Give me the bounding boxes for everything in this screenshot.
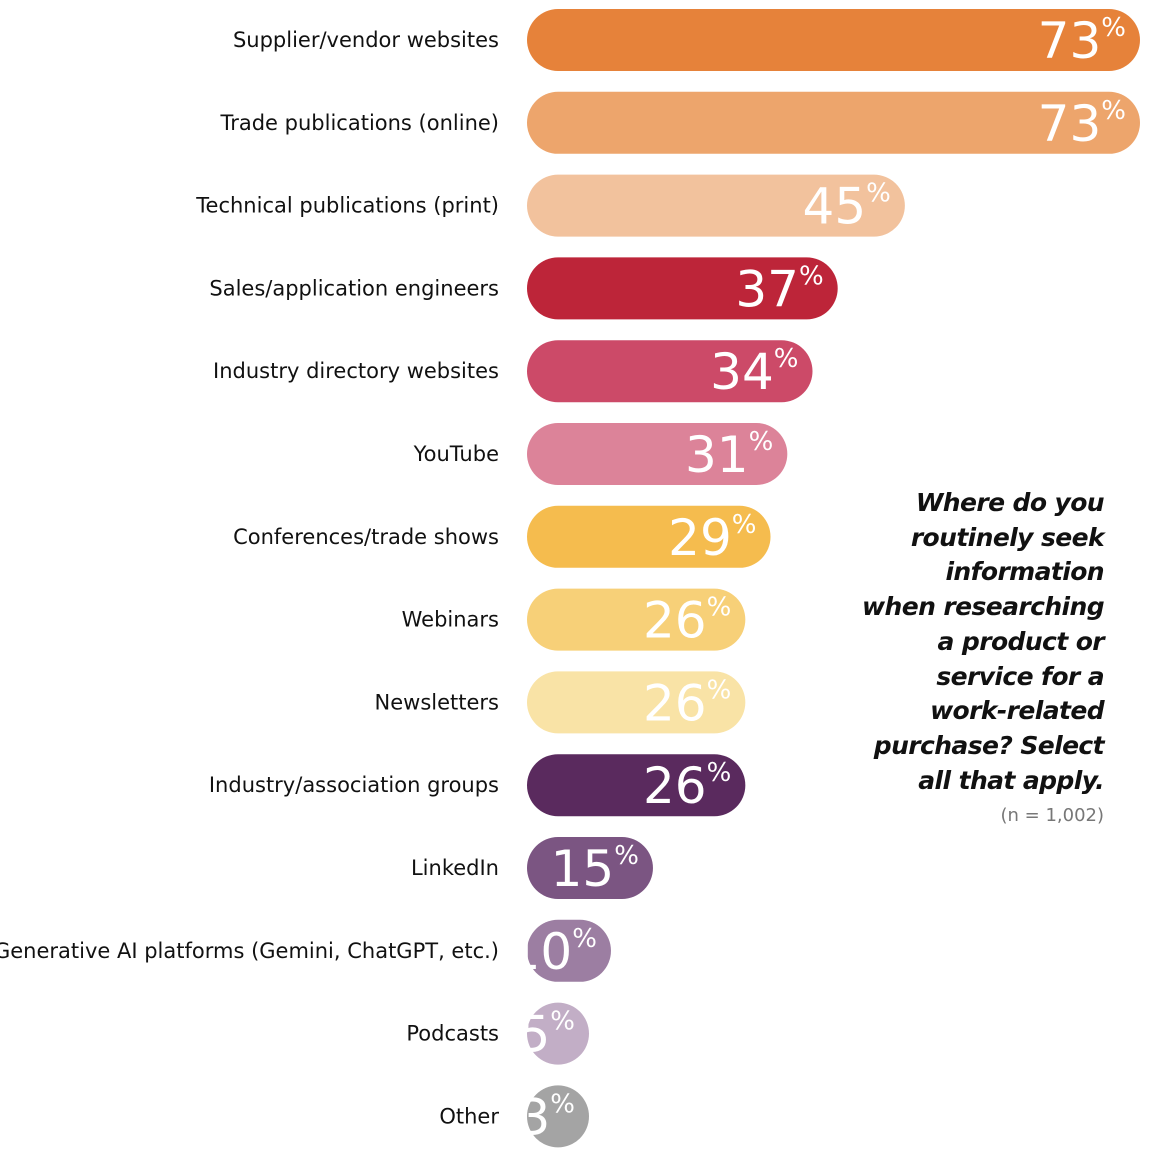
category-label: Technical publications (print) <box>195 194 499 218</box>
chart-title-line: Where do you <box>915 488 1105 517</box>
data-label-unit: % <box>866 179 891 209</box>
category-label: LinkedIn <box>411 856 499 880</box>
data-label-value: 10 <box>509 923 573 981</box>
bar-row: YouTube 31% <box>413 423 788 485</box>
bar <box>527 174 905 237</box>
data-label-value: 3 <box>518 1088 550 1146</box>
bar <box>527 1085 589 1148</box>
bar <box>527 505 771 568</box>
category-label: Industry directory websites <box>213 359 499 383</box>
data-label: 29% <box>668 509 756 567</box>
bar <box>527 754 746 817</box>
bar-row: Conferences/trade shows 29% <box>233 505 771 568</box>
category-label: Trade publications (online) <box>219 111 499 135</box>
data-label-unit: % <box>707 758 732 788</box>
data-label: 34% <box>710 343 798 401</box>
bar-row: Trade publications (online) 73% <box>219 91 1140 154</box>
data-label-unit: % <box>707 593 732 623</box>
bar <box>527 423 788 485</box>
bar-row: Industry directory websites 34% <box>213 340 813 403</box>
data-label-unit: % <box>732 510 757 540</box>
data-label-value: 37 <box>735 260 799 318</box>
category-label: Generative AI platforms (Gemini, ChatGPT… <box>0 939 499 963</box>
bar-row: LinkedIn 15% <box>411 837 653 899</box>
bar-row: Technical publications (print) 45% <box>195 174 905 237</box>
chart-title-line: purchase? Select <box>873 730 1105 760</box>
category-label: Webinars <box>402 608 499 632</box>
data-label-value: 45 <box>803 178 867 236</box>
chart-title-line: information <box>945 557 1104 587</box>
data-label-unit: % <box>707 675 732 705</box>
category-label: Other <box>439 1104 499 1128</box>
bar-row: Industry/association groups 26% <box>209 754 746 817</box>
data-label-value: 26 <box>643 592 707 650</box>
data-label: 26% <box>643 592 731 650</box>
category-label: Sales/application engineers <box>209 276 499 300</box>
bar-row: Other 3% <box>439 1085 589 1148</box>
data-label: 10% <box>509 923 597 981</box>
chart-title-line: all that apply. <box>918 765 1104 795</box>
bar <box>527 919 611 982</box>
data-label-value: 73 <box>1038 95 1102 153</box>
category-label: Podcasts <box>406 1022 499 1046</box>
bar <box>527 91 1140 154</box>
chart-title: Where do you routinely seek information whe… <box>804 486 1105 798</box>
bar-row: Podcasts 5% <box>406 1002 589 1065</box>
bar <box>527 588 746 651</box>
data-label: 5% <box>518 1006 575 1064</box>
data-label-unit: % <box>774 344 799 374</box>
data-label-unit: % <box>550 1007 575 1037</box>
data-label-unit: % <box>1101 13 1126 43</box>
data-label: 45% <box>803 178 891 236</box>
bar <box>527 9 1140 71</box>
bar-row: Sales/application engineers 37% <box>209 257 838 320</box>
data-label: 26% <box>643 674 731 732</box>
data-label: 73% <box>1038 95 1126 153</box>
chart-title-line: work-related <box>930 696 1105 726</box>
bar <box>527 671 746 734</box>
data-label-value: 73 <box>1038 12 1102 70</box>
data-label-unit: % <box>614 841 639 871</box>
chart-title-line: routinely seek <box>910 522 1105 552</box>
data-label-value: 29 <box>668 509 732 567</box>
chart-title-line: a product or <box>937 626 1105 656</box>
data-label-unit: % <box>550 1089 575 1119</box>
data-label-unit: % <box>799 261 824 291</box>
data-label-value: 34 <box>710 343 774 401</box>
data-label-value: 15 <box>551 840 615 898</box>
category-label: YouTube <box>413 442 499 466</box>
data-label-value: 26 <box>643 757 707 815</box>
bar <box>527 1002 589 1065</box>
chart-title-line: service for a <box>936 661 1104 691</box>
data-label: 26% <box>643 757 731 815</box>
bar <box>527 257 838 320</box>
bar <box>527 837 653 899</box>
data-label-unit: % <box>572 924 597 954</box>
category-label: Conferences/trade shows <box>233 525 499 549</box>
data-label-unit: % <box>1101 96 1126 126</box>
category-label: Industry/association groups <box>209 773 499 797</box>
bar-row: Newsletters 26% <box>375 671 746 734</box>
data-label: 31% <box>685 426 773 484</box>
data-label-unit: % <box>749 427 774 457</box>
category-label: Newsletters <box>375 690 499 714</box>
data-label-value: 31 <box>685 426 749 484</box>
chart-title-line: when researching <box>862 592 1105 622</box>
data-label-value: 26 <box>643 674 707 732</box>
data-label: 37% <box>735 260 823 318</box>
bar-row: Generative AI platforms (Gemini, ChatGPT… <box>0 919 611 982</box>
data-label: 15% <box>551 840 639 898</box>
category-label: Supplier/vendor websites <box>233 28 499 52</box>
bar-row: Webinars 26% <box>402 588 746 651</box>
bar-row: Supplier/vendor websites 73% <box>233 9 1140 71</box>
data-label: 3% <box>518 1088 575 1146</box>
sample-size-note: (n = 1,002) <box>1000 805 1104 826</box>
bar <box>527 340 813 403</box>
data-label: 73% <box>1038 12 1126 70</box>
data-label-value: 5 <box>518 1006 550 1064</box>
